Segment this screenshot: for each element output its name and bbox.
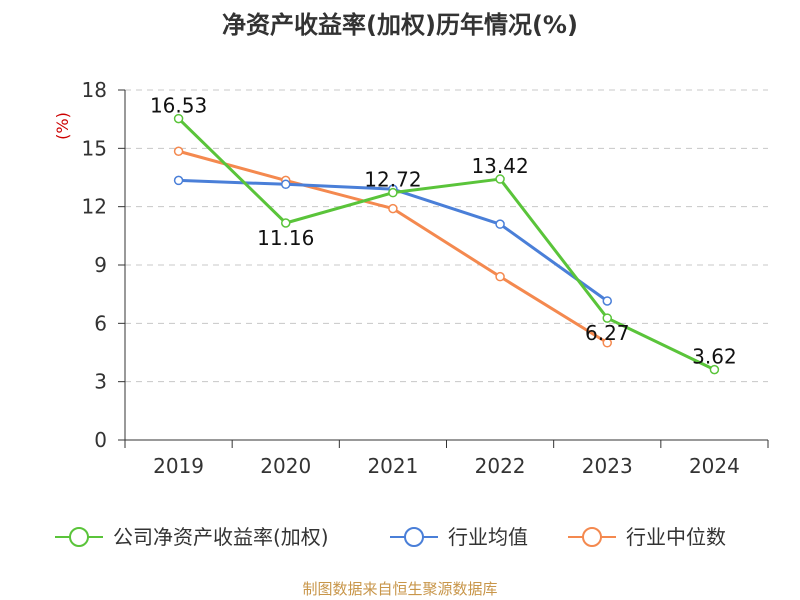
legend-marker (582, 527, 602, 547)
y-tick-label: 3 (94, 370, 107, 394)
legend-label: 行业均值 (448, 525, 528, 549)
series-line (177, 117, 716, 371)
series-lines (173, 113, 720, 375)
data-point[interactable] (388, 187, 398, 198)
x-tick-labels: 2019 2020 2021 2022 2023 2024 (153, 454, 740, 478)
data-point[interactable] (281, 179, 291, 190)
data-point[interactable] (602, 313, 612, 323)
data-label: 12.72 (364, 168, 421, 192)
y-tick-label: 9 (94, 253, 107, 277)
data-point[interactable] (602, 296, 612, 306)
series-line (178, 178, 609, 303)
x-tick-label: 2024 (689, 454, 740, 478)
data-label: 11.16 (257, 226, 314, 250)
legend-item[interactable]: 行业中位数 (568, 525, 726, 549)
source-note: 制图数据来自恒生聚源数据库 (302, 580, 497, 598)
data-labels: 16.53 11.16 12.72 13.42 6.27 3.62 (150, 94, 737, 369)
data-point[interactable] (709, 364, 720, 375)
legend[interactable]: 公司净资产收益率(加权) 行业均值 行业中位数 (55, 525, 726, 549)
data-label: 13.42 (471, 154, 528, 178)
x-tick-label: 2021 (367, 454, 418, 478)
y-tick-label: 12 (82, 195, 107, 219)
legend-item[interactable]: 公司净资产收益率(加权) (55, 525, 329, 549)
y-axis-unit-label: (%) (53, 112, 72, 140)
data-point[interactable] (173, 113, 184, 124)
legend-marker (69, 527, 89, 547)
x-tick-label: 2019 (153, 454, 204, 478)
data-point[interactable] (495, 174, 505, 184)
y-tick-label: 18 (82, 78, 107, 102)
data-point[interactable] (602, 338, 612, 348)
x-tick-label: 2022 (475, 454, 526, 478)
data-point[interactable] (281, 218, 291, 228)
x-tick-label: 2023 (582, 454, 633, 478)
y-tick-labels: 0 3 6 9 12 15 18 (82, 78, 107, 452)
legend-item[interactable]: 行业均值 (390, 525, 528, 549)
grid-lines (125, 89, 768, 383)
chart-title: 净资产收益率(加权)历年情况(%) (222, 11, 578, 39)
data-label: 6.27 (585, 321, 630, 345)
data-point[interactable] (173, 146, 184, 156)
axes (118, 89, 769, 448)
data-point[interactable] (495, 219, 505, 229)
data-point[interactable] (173, 175, 184, 186)
data-label: 16.53 (150, 94, 207, 118)
data-point[interactable] (388, 203, 398, 214)
data-label: 3.62 (692, 345, 737, 369)
legend-label: 公司净资产收益率(加权) (113, 525, 329, 549)
data-point[interactable] (495, 271, 505, 282)
legend-marker (404, 527, 424, 547)
y-tick-label: 6 (94, 311, 107, 335)
y-tick-label: 0 (94, 428, 107, 452)
x-tick-label: 2020 (260, 454, 311, 478)
y-tick-label: 15 (82, 136, 107, 160)
legend-label: 行业中位数 (626, 525, 726, 549)
